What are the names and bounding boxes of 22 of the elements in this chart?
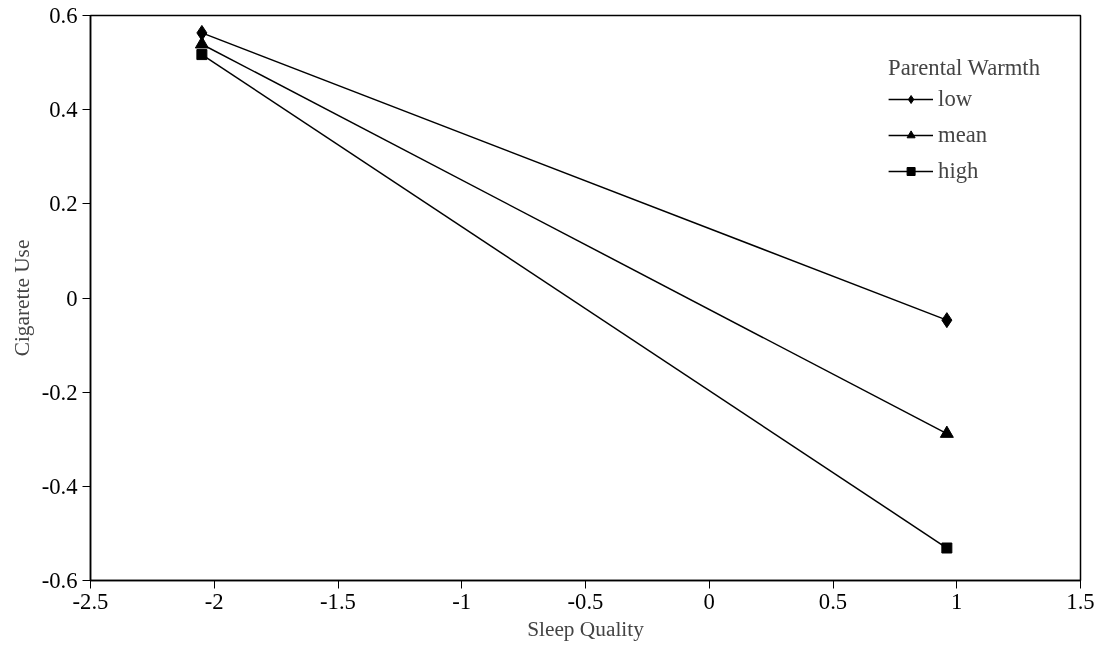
x-tick-label: 0 (703, 588, 715, 614)
legend-label: mean (938, 122, 988, 148)
x-tick-label: -1 (452, 588, 472, 614)
legend-label: high (938, 158, 979, 184)
x-tick-label: 1 (951, 588, 963, 614)
y-tick-label: 0.2 (49, 191, 78, 217)
x-tick-label: -1.5 (320, 588, 356, 614)
y-tick-label: 0.6 (49, 3, 78, 28)
x-tick-label: 0.5 (818, 588, 848, 614)
point (196, 49, 208, 61)
y-tick-label: 0.4 (49, 97, 78, 123)
x-tick-label: -2 (204, 588, 224, 614)
legend-title: Parental Warmth (888, 55, 1040, 81)
y-tick-label: 0 (66, 285, 78, 311)
point (941, 542, 953, 554)
legend-label: low (938, 86, 973, 112)
y-axis-title: Cigarette Use (9, 239, 34, 357)
y-tick-label: -0.2 (41, 379, 78, 405)
x-tick-label: -0.5 (567, 588, 604, 614)
x-tick-label: 1.5 (1066, 588, 1095, 614)
y-tick-label: -0.4 (41, 473, 78, 499)
x-axis-title: Sleep Quality (527, 616, 645, 641)
